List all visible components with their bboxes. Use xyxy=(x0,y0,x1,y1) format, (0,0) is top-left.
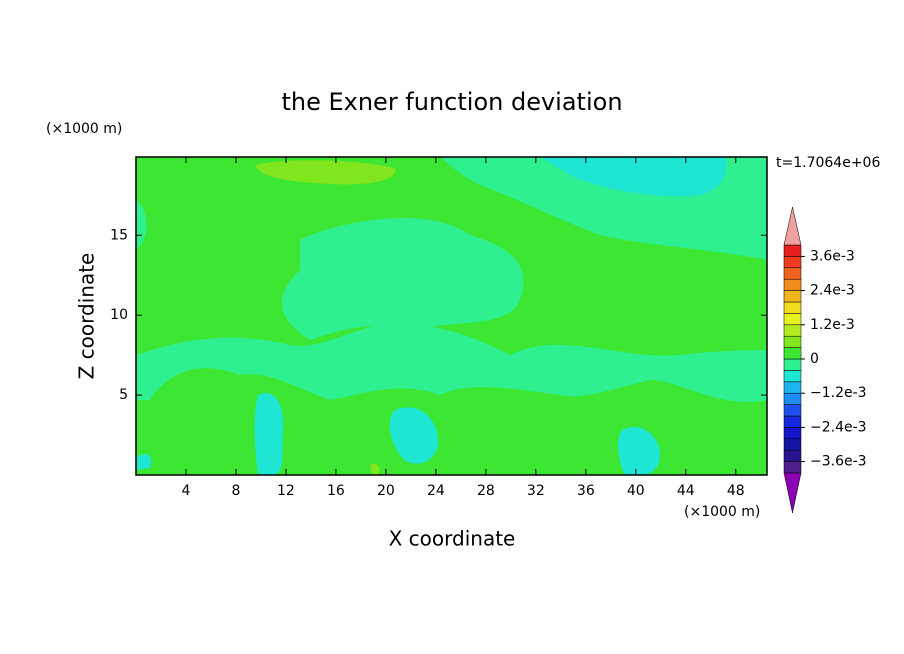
colorbar-tick-label: −1.2e-3 xyxy=(810,385,867,401)
y-tick-label: 5 xyxy=(119,387,128,403)
colorbar-box xyxy=(783,461,802,474)
x-tick-label: 40 xyxy=(627,483,645,499)
colorbar-box xyxy=(783,427,802,440)
colorbar-box xyxy=(783,438,802,451)
x-tick-label: 12 xyxy=(277,483,295,499)
colorbar-box xyxy=(783,278,802,291)
colorbar-tick-label: 0 xyxy=(810,351,819,367)
colorbar-box xyxy=(783,370,802,383)
x-tick-label: 28 xyxy=(477,483,495,499)
colorbar-box xyxy=(783,335,802,348)
x-tick-label: 36 xyxy=(577,483,595,499)
colorbar-tick-label: 3.6e-3 xyxy=(810,248,855,264)
x-axis-label: X coordinate xyxy=(389,527,516,551)
x-unit: (×1000 m) xyxy=(684,504,760,520)
x-tick-label: 48 xyxy=(727,483,745,499)
colorbar-box xyxy=(783,404,802,417)
contour-field xyxy=(136,157,767,475)
x-tick-label: 20 xyxy=(377,483,395,499)
colorbar-box xyxy=(783,347,802,360)
colorbar-box xyxy=(783,324,802,337)
x-tick-label: 8 xyxy=(231,483,240,499)
x-tick-label: 4 xyxy=(182,483,191,499)
time-label: t=1.7064e+06 xyxy=(776,155,880,171)
colorbar-box xyxy=(783,256,802,269)
colorbar-box xyxy=(783,358,802,371)
colorbar-over xyxy=(783,206,802,246)
y-tick-label: 15 xyxy=(110,227,128,243)
x-tick-label: 16 xyxy=(327,483,345,499)
x-tick-label: 32 xyxy=(527,483,545,499)
y-axis-label: Z coordinate xyxy=(75,253,99,380)
colorbar-tick-label: 1.2e-3 xyxy=(810,317,855,333)
plot-frame xyxy=(135,156,768,476)
colorbar-under xyxy=(783,472,802,514)
colorbar-box xyxy=(783,449,802,462)
colorbar-box xyxy=(783,313,802,326)
x-tick-label: 24 xyxy=(427,483,445,499)
colorbar-box xyxy=(783,244,802,257)
colorbar-tick-label: 2.4e-3 xyxy=(810,283,855,299)
colorbar-box xyxy=(783,301,802,314)
colorbar-tick-label: −2.4e-3 xyxy=(810,419,867,435)
chart-title: the Exner function deviation xyxy=(281,88,622,116)
colorbar-box xyxy=(783,290,802,303)
y-tick-label: 10 xyxy=(110,307,128,323)
x-tick-label: 44 xyxy=(677,483,695,499)
y-unit: (×1000 m) xyxy=(46,121,122,137)
colorbar-box xyxy=(783,392,802,405)
colorbar-box xyxy=(783,415,802,428)
colorbar-tick-label: −3.6e-3 xyxy=(810,454,867,470)
colorbar-box xyxy=(783,381,802,394)
colorbar-box xyxy=(783,267,802,280)
